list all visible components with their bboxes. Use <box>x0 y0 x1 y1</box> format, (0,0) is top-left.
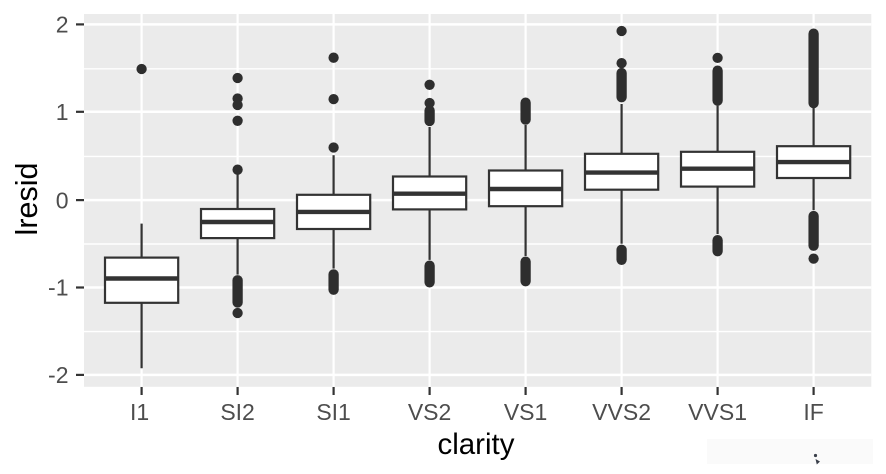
svg-text:2: 2 <box>56 12 69 38</box>
svg-text:IF: IF <box>803 399 823 425</box>
svg-text:VVS2: VVS2 <box>592 399 651 425</box>
svg-text:clarity: clarity <box>437 428 514 461</box>
svg-text:SI2: SI2 <box>220 399 255 425</box>
svg-text:SI1: SI1 <box>316 399 351 425</box>
svg-text:0: 0 <box>56 187 69 213</box>
svg-text:lresid: lresid <box>10 163 44 236</box>
svg-text:-1: -1 <box>48 275 68 301</box>
svg-text:I1: I1 <box>130 399 149 425</box>
svg-text:VS1: VS1 <box>504 399 547 425</box>
svg-text:1: 1 <box>56 99 69 125</box>
svg-text:VS2: VS2 <box>408 399 451 425</box>
svg-text:-2: -2 <box>48 362 68 388</box>
svg-text:VVS1: VVS1 <box>688 399 747 425</box>
